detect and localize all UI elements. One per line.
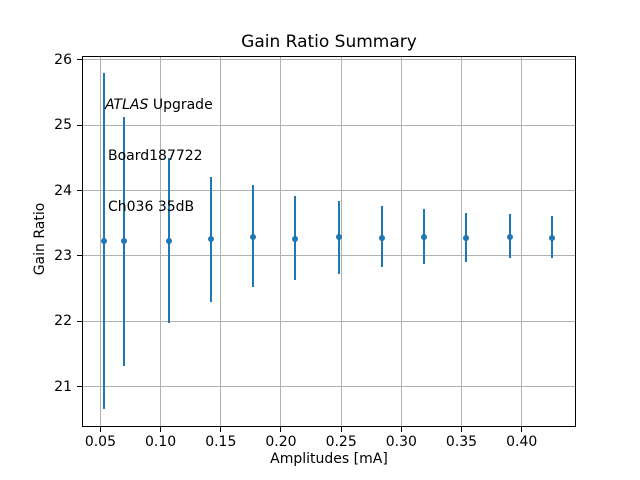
annotation-block: ATLAS Upgrade Board187722 Ch036 35dB xyxy=(105,63,213,250)
x-tick-label: 0.25 xyxy=(325,434,357,450)
data-point-marker xyxy=(335,233,342,240)
data-point-marker xyxy=(421,233,428,240)
y-axis-label: Gain Ratio xyxy=(32,202,48,276)
x-tick-label: 0.35 xyxy=(445,434,478,450)
annotation-line-1: ATLAS Upgrade xyxy=(105,97,213,114)
x-gridline xyxy=(400,56,402,427)
annotation-experiment: ATLAS xyxy=(105,97,149,113)
annotation-line-2: Board187722 xyxy=(108,148,203,164)
data-point-marker xyxy=(101,237,108,244)
annotation-line-3: Ch036 35dB xyxy=(108,199,195,215)
x-tick-label: 0.20 xyxy=(265,434,297,450)
x-gridline xyxy=(160,56,162,427)
x-tick-label: 0.05 xyxy=(84,434,116,450)
x-tick-mark xyxy=(280,427,282,432)
y-tick-mark xyxy=(77,386,82,387)
x-tick-label: 0.10 xyxy=(145,434,177,450)
x-tick-mark xyxy=(220,427,222,432)
y-tick-label: 21 xyxy=(54,378,72,395)
y-tick-mark xyxy=(77,320,82,322)
y-tick-mark xyxy=(77,190,82,192)
data-point-marker xyxy=(121,237,128,244)
plot-area xyxy=(82,56,576,427)
x-tick-label: 0.30 xyxy=(385,434,417,450)
data-point-marker xyxy=(506,233,513,240)
x-tick-mark xyxy=(160,427,162,432)
y-tick-label: 24 xyxy=(54,182,72,199)
y-gridline xyxy=(82,124,576,126)
x-tick-label: 0.40 xyxy=(506,434,538,450)
chart-title: Gain Ratio Summary xyxy=(241,32,417,52)
x-tick-mark xyxy=(461,427,463,432)
x-gridline xyxy=(521,56,523,427)
x-axis-label: Amplitudes [mA] xyxy=(270,451,388,467)
y-tick-mark xyxy=(77,124,82,126)
y-tick-label: 26 xyxy=(54,51,72,68)
data-point-marker xyxy=(548,234,555,241)
annotation-line-1-rest: Upgrade xyxy=(148,97,213,113)
x-gridline xyxy=(99,56,101,427)
x-tick-mark xyxy=(400,427,402,432)
x-tick-mark xyxy=(521,427,523,432)
data-point-marker xyxy=(292,235,299,242)
x-gridline xyxy=(461,56,463,427)
data-point-marker xyxy=(208,235,215,242)
x-gridline xyxy=(280,56,282,427)
y-tick-label: 23 xyxy=(54,247,72,264)
y-tick-mark xyxy=(77,255,82,257)
y-gridline xyxy=(82,59,576,61)
x-gridline xyxy=(340,56,342,427)
data-point-marker xyxy=(250,233,257,240)
data-point-marker xyxy=(463,234,470,241)
y-gridline xyxy=(82,255,576,257)
x-tick-mark xyxy=(99,427,101,432)
y-gridline xyxy=(82,386,576,387)
y-tick-mark xyxy=(77,59,82,61)
data-point-marker xyxy=(166,237,173,244)
y-tick-label: 22 xyxy=(54,313,72,330)
x-gridline xyxy=(220,56,222,427)
y-gridline xyxy=(82,190,576,192)
x-tick-mark xyxy=(340,427,342,432)
x-tick-label: 0.15 xyxy=(205,434,237,450)
y-gridline xyxy=(82,320,576,322)
y-tick-label: 25 xyxy=(54,117,72,134)
data-point-marker xyxy=(379,234,386,241)
